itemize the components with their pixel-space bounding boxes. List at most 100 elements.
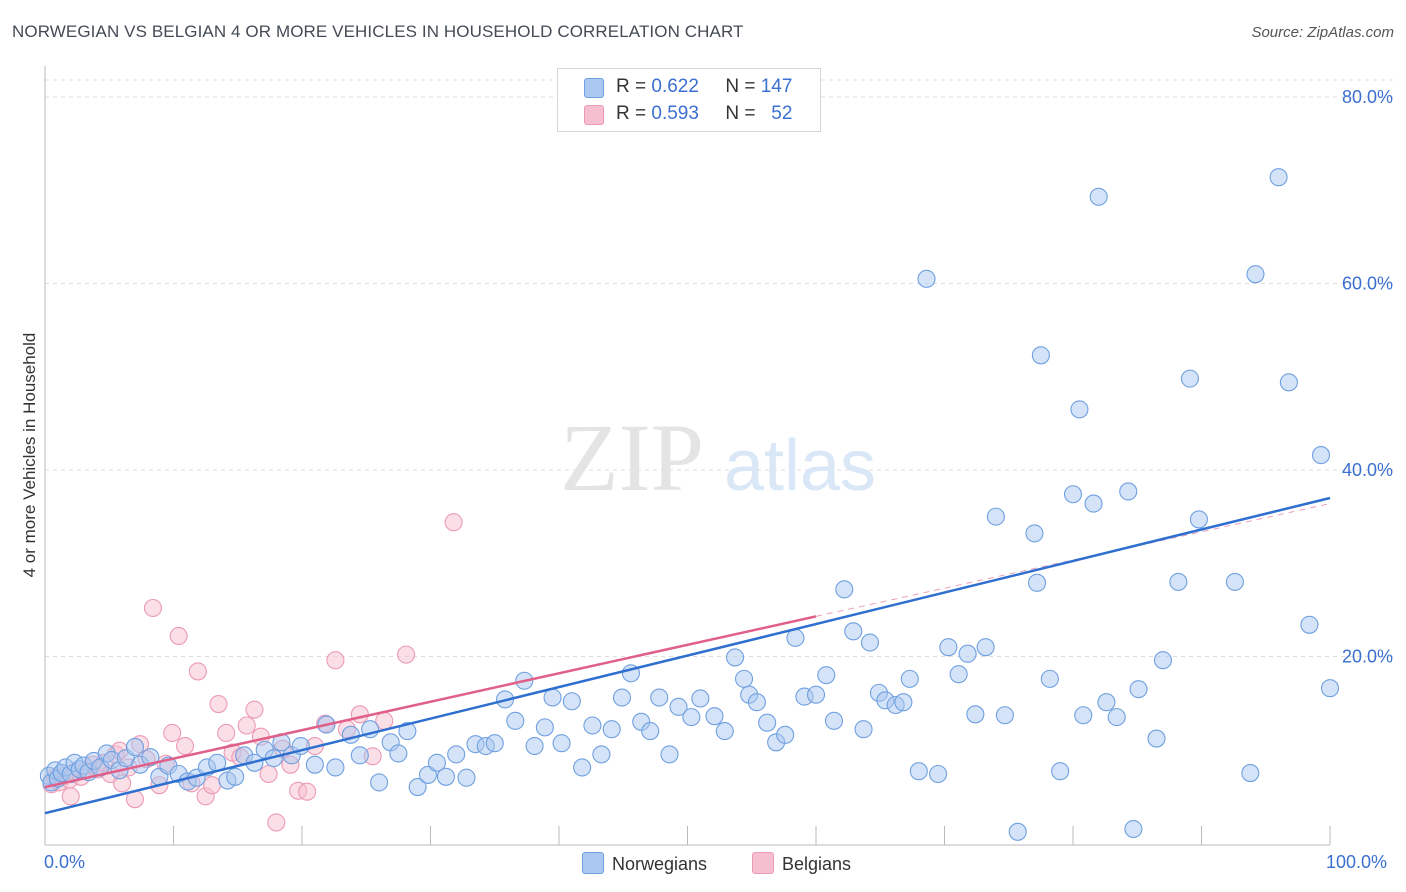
norwegian-point <box>543 688 562 707</box>
norwegian-point <box>1189 510 1208 529</box>
norwegian-point <box>641 722 660 741</box>
belgian-trend-line <box>44 615 817 789</box>
norwegian-point <box>1040 669 1059 688</box>
norwegian-point <box>976 638 995 657</box>
norwegian-point <box>1311 446 1331 465</box>
watermark: ZIP atlas <box>560 404 876 511</box>
norwegian-point <box>125 737 144 757</box>
norwegian-point <box>525 736 544 756</box>
norwegian-point <box>966 705 985 724</box>
norwegian-point <box>986 507 1005 526</box>
norwegian-point <box>917 269 936 288</box>
norwegian-point <box>835 580 854 599</box>
norwegian-point <box>854 720 873 739</box>
bottom-legend-belgians[interactable]: Belgians <box>752 852 851 875</box>
norwegian-point <box>939 638 958 657</box>
norwegian-point <box>602 720 621 739</box>
y-axis-title: 4 or more Vehicles in Household <box>20 332 39 578</box>
norwegian-point <box>669 697 688 716</box>
belgian-point <box>217 723 236 743</box>
x-min-label: 0.0% <box>44 852 86 872</box>
legend-n-label: N = <box>725 103 756 124</box>
norwegian-point <box>958 644 977 663</box>
legend-r-value-belgians: 0.593 <box>651 103 699 124</box>
belgian-point <box>203 776 222 795</box>
belgian-point <box>61 787 80 806</box>
belgian-point <box>397 645 416 664</box>
norwegian-point <box>1027 573 1047 592</box>
belgian-point <box>209 695 228 714</box>
norwegian-point <box>725 648 745 667</box>
norwegian-point <box>1129 680 1148 699</box>
legend-text-norwegians: R = 0.622 N = 147 <box>616 76 792 98</box>
belgian-point <box>259 764 278 784</box>
norwegian-point <box>562 692 581 711</box>
belgian-point <box>176 736 195 756</box>
bottom-legend-label-belgians: Belgians <box>782 854 852 874</box>
norwegian-point <box>758 713 777 732</box>
norwegian-point <box>1320 679 1340 698</box>
norwegian-point <box>691 689 710 708</box>
norwegian-point <box>506 711 525 730</box>
belgian-point <box>267 813 286 832</box>
belgian-point <box>444 513 463 532</box>
norwegian-point <box>747 693 766 712</box>
norwegian-point <box>1097 693 1116 712</box>
norwegian-point <box>1153 651 1172 670</box>
norwegian-point <box>995 706 1014 725</box>
norwegian-trend-line <box>44 496 1331 815</box>
norwegian-point <box>389 744 408 763</box>
belgian-point <box>163 723 182 743</box>
belgian-point <box>350 705 369 724</box>
norwegian-point <box>1025 524 1044 543</box>
norwegian-point <box>408 777 427 797</box>
belgian-point <box>188 662 207 681</box>
norwegian-point <box>1051 762 1070 781</box>
norwegian-point <box>1008 822 1027 841</box>
norwegian-point <box>436 767 455 786</box>
norwegian-point <box>860 633 880 652</box>
y-tick-label: 40.0% <box>1342 460 1393 480</box>
norwegian-point <box>806 685 826 704</box>
legend-n-value-norwegians: 147 <box>760 76 793 97</box>
norwegian-point <box>776 725 795 744</box>
belgian-point <box>143 598 162 618</box>
norwegian-point <box>1070 400 1089 419</box>
norwegian-point <box>817 666 836 685</box>
norwegian-point <box>305 755 324 774</box>
norwegian-point <box>894 693 913 712</box>
norwegian-point <box>583 716 602 735</box>
norwegian-point <box>786 628 805 647</box>
belgian-point <box>298 782 317 801</box>
norwegian-point <box>573 758 592 777</box>
norwegian-point <box>1074 706 1093 725</box>
norwegian-point <box>900 669 919 688</box>
gridlines <box>45 79 1393 657</box>
bottom-legend-swatch-norwegians <box>582 852 604 874</box>
y-tick-label: 60.0% <box>1342 274 1393 294</box>
norwegian-point <box>650 688 669 707</box>
legend-r-label: R = <box>616 103 647 124</box>
norwegian-point <box>824 711 844 730</box>
trend-lines <box>44 496 1331 815</box>
y-tick-label: 80.0% <box>1342 87 1393 107</box>
norwegian-point <box>1180 369 1199 388</box>
norwegian-point <box>418 765 437 784</box>
legend-n-value-belgians: 52 <box>771 103 793 124</box>
bottom-legend-swatch-belgians <box>752 852 774 874</box>
legend-swatch-norwegians <box>584 78 604 98</box>
legend-swatch-belgians <box>584 105 604 125</box>
norwegian-point <box>1107 708 1126 727</box>
norwegian-point <box>552 734 571 753</box>
norwegian-point <box>457 768 476 787</box>
correlation-legend: R = 0.622 N = 147 R = 0.593 N = 52 <box>557 68 821 132</box>
norwegian-point <box>1225 572 1244 591</box>
norwegian-point <box>350 746 369 765</box>
bottom-legend-norwegians[interactable]: Norwegians <box>582 852 707 875</box>
norwegian-point <box>734 669 754 688</box>
bottom-legend-label-norwegians: Norwegians <box>612 854 708 874</box>
norwegian-point <box>226 767 245 786</box>
source-label: Source: ZipAtlas.com <box>1251 24 1394 41</box>
norwegian-point <box>535 718 554 737</box>
